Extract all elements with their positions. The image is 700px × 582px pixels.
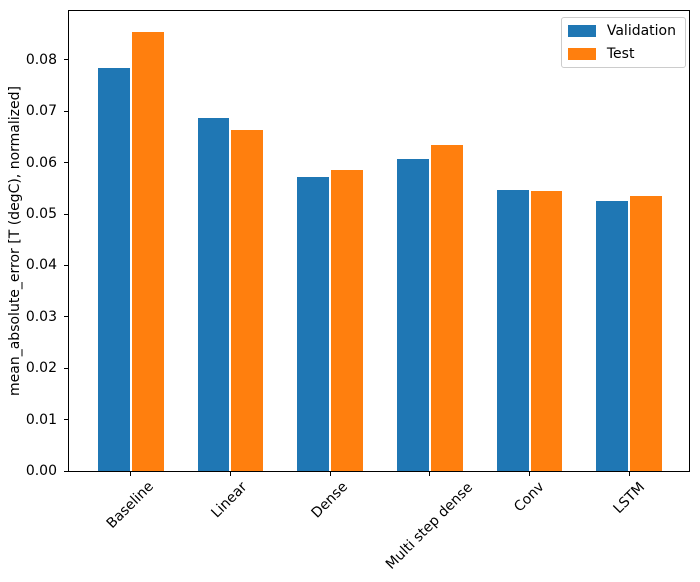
y-tick-mark bbox=[64, 470, 68, 472]
y-tick-mark bbox=[64, 162, 68, 164]
bar-validation-baseline bbox=[97, 67, 130, 471]
y-tick-label: 0.00 bbox=[25, 463, 57, 479]
y-tick-label: 0.07 bbox=[25, 103, 57, 120]
y-tick-mark bbox=[64, 59, 68, 61]
y-tick-mark bbox=[64, 316, 68, 318]
x-tick-mark bbox=[628, 472, 630, 476]
y-tick-mark bbox=[64, 110, 68, 112]
legend-item-test: Test bbox=[567, 46, 679, 62]
bar-validation-dense bbox=[297, 176, 330, 471]
bar-test-dense bbox=[331, 170, 364, 471]
bar-test-multi-step-dense bbox=[430, 144, 463, 471]
legend: Validation Test bbox=[560, 17, 686, 68]
y-tick-mark bbox=[64, 419, 68, 421]
y-tick-mark bbox=[64, 367, 68, 369]
y-tick-label: 0.06 bbox=[25, 154, 57, 171]
y-tick-label: 0.02 bbox=[25, 360, 57, 377]
y-tick-label: 0.04 bbox=[25, 257, 57, 274]
legend-item-validation: Validation bbox=[567, 23, 679, 39]
bar-test-lstm bbox=[630, 196, 663, 471]
bar-test-linear bbox=[231, 129, 264, 471]
x-tick-label-baseline: Baseline bbox=[103, 478, 158, 533]
x-tick-label-lstm: LSTM bbox=[610, 478, 648, 517]
y-tick-mark bbox=[64, 213, 68, 215]
x-tick-mark bbox=[429, 472, 431, 476]
x-tick-label-dense: Dense bbox=[308, 478, 352, 522]
y-tick-label: 0.08 bbox=[25, 51, 57, 68]
y-tick-label: 0.05 bbox=[25, 206, 57, 223]
x-tick-mark bbox=[130, 472, 132, 476]
bar-validation-linear bbox=[197, 117, 230, 471]
bar-validation-lstm bbox=[596, 201, 629, 471]
y-axis-label: mean_absolute_error [T (degC), normalize… bbox=[7, 86, 23, 396]
x-tick-mark bbox=[529, 472, 530, 476]
x-tick-label-multi-step-dense: Multi step dense bbox=[382, 479, 476, 573]
bar-test-conv bbox=[530, 191, 563, 471]
y-tick-mark bbox=[64, 264, 68, 266]
y-tick-label: 0.01 bbox=[25, 411, 57, 428]
bar-validation-multi-step-dense bbox=[396, 159, 429, 471]
x-tick-mark bbox=[229, 472, 231, 476]
x-tick-mark bbox=[329, 472, 331, 476]
bar-validation-conv bbox=[496, 190, 529, 471]
legend-swatch-validation-icon bbox=[567, 25, 596, 37]
plot-area bbox=[68, 10, 690, 472]
x-tick-label-linear: Linear bbox=[208, 479, 251, 522]
x-tick-label-conv: Conv bbox=[510, 479, 548, 516]
y-tick-label: 0.03 bbox=[25, 308, 57, 325]
bar-test-baseline bbox=[131, 31, 164, 471]
legend-label-validation: Validation bbox=[606, 23, 676, 39]
legend-swatch-test-icon bbox=[567, 48, 596, 60]
legend-label-test: Test bbox=[606, 46, 635, 62]
